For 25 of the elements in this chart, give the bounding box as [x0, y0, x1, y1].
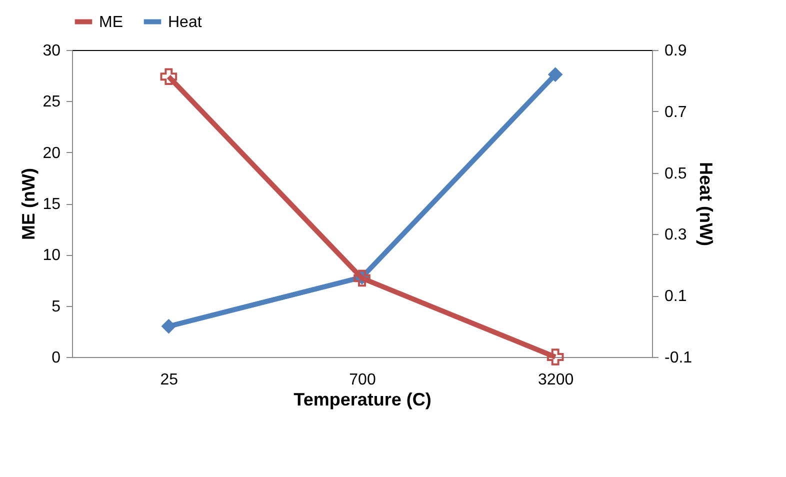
- y-tick-label: 20: [42, 144, 61, 162]
- y-tick-label: 25: [42, 94, 61, 111]
- y2-tick-label: 0.5: [664, 165, 687, 182]
- y-tick-label: 0: [52, 350, 61, 366]
- y2-tick-label: 0.3: [664, 226, 687, 244]
- point: [548, 67, 563, 82]
- y-tick-label: 30: [42, 42, 61, 60]
- y-tick-label: 5: [52, 298, 61, 316]
- y-tick-label: 10: [42, 247, 61, 264]
- point: [546, 348, 564, 366]
- point: [160, 68, 178, 86]
- y-axis-title: ME (nW): [18, 168, 39, 240]
- y2-axis-title: Heat (nW): [696, 162, 716, 246]
- y2-tick-label: 0.9: [664, 42, 687, 60]
- y-tick-label: 15: [42, 196, 61, 213]
- x-tick-label: 3200: [538, 372, 574, 388]
- legend-label: Heat: [168, 14, 202, 31]
- legend-label: ME: [99, 14, 123, 31]
- y2-tick-label: 0.7: [664, 104, 687, 121]
- x-tick-label: 25: [160, 372, 178, 388]
- x-axis-title: Temperature (C): [294, 390, 432, 410]
- y2-tick-label: 0.1: [664, 288, 687, 306]
- point: [161, 318, 176, 334]
- y2-tick-label: -0.1: [664, 350, 692, 366]
- x-tick-label: 700: [349, 372, 376, 388]
